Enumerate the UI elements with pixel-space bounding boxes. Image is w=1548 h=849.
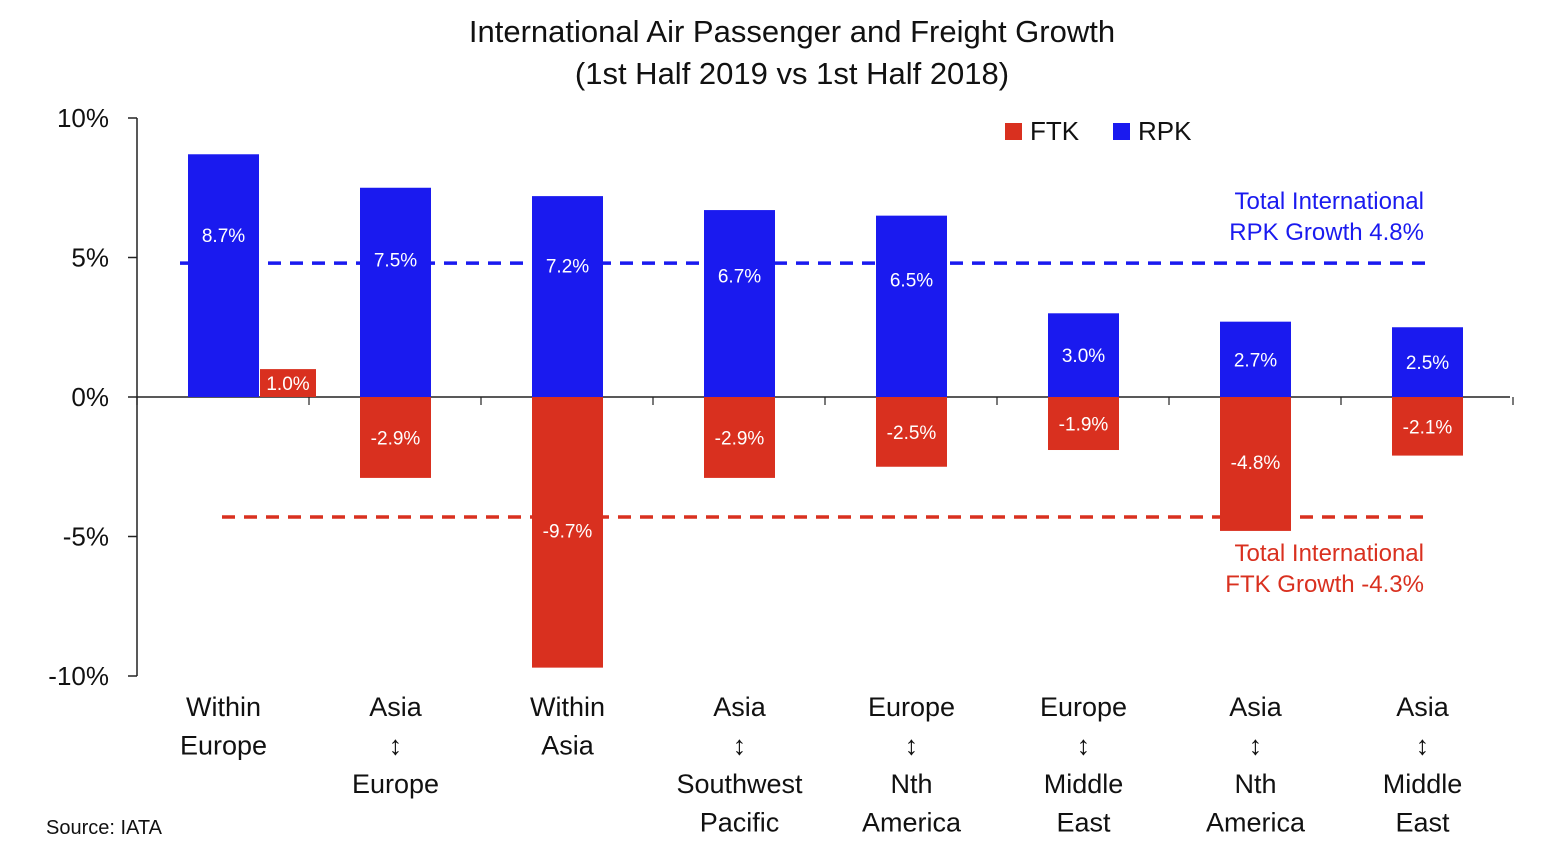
- ftk-bar: [1048, 397, 1119, 451]
- ftk-bar-label: -4.8%: [1231, 453, 1281, 474]
- category-label: America: [1206, 808, 1306, 838]
- legend-label: FTK: [1030, 116, 1080, 146]
- category-label: ↕: [1077, 731, 1091, 761]
- ftk-bar: [260, 369, 316, 397]
- category-label: East: [1395, 808, 1450, 838]
- category-label: Pacific: [700, 808, 780, 838]
- y-tick-label: -10%: [48, 661, 109, 691]
- category-label: Within: [186, 692, 261, 722]
- rpk-bar-label: 6.5%: [890, 270, 933, 291]
- category-label: Asia: [713, 692, 767, 722]
- chart-title-group: International Air Passenger and Freight …: [469, 14, 1115, 91]
- ftk-bar: [876, 397, 947, 467]
- rpk-bar: [360, 187, 431, 397]
- category-label: Middle: [1044, 769, 1124, 799]
- category-label: Within: [530, 692, 605, 722]
- category-label: ↕: [1249, 731, 1263, 761]
- category-label: Europe: [180, 731, 267, 761]
- ftk-bar-label: 1.0%: [266, 374, 309, 395]
- rpk-bar: [876, 215, 947, 397]
- rpk-bar: [1392, 327, 1463, 397]
- legend: FTK RPK: [1005, 116, 1192, 146]
- category-label: Asia: [1229, 692, 1283, 722]
- ftk-bar-label: -1.9%: [1059, 415, 1109, 436]
- category-label: Nth: [1234, 769, 1276, 799]
- source-note: Source: IATA: [46, 817, 163, 839]
- ftk-bar-label: -2.9%: [715, 428, 765, 449]
- reference-line-label: FTK Growth -4.3%: [1225, 571, 1424, 598]
- rpk-bar: [1048, 313, 1119, 397]
- rpk-bar-label: 2.7%: [1234, 350, 1277, 371]
- legend-label: RPK: [1138, 116, 1192, 146]
- reference-line-label: Total International: [1235, 540, 1424, 567]
- legend-swatch: [1113, 123, 1130, 140]
- rpk-bar-label: 6.7%: [718, 266, 761, 287]
- category-label: Asia: [1396, 692, 1450, 722]
- rpk-bar-label: 7.5%: [374, 250, 417, 271]
- ftk-bar-label: -2.5%: [887, 423, 937, 444]
- category-label: Nth: [890, 769, 932, 799]
- ftk-bar-label: -2.1%: [1403, 417, 1453, 438]
- chart-subtitle: (1st Half 2019 vs 1st Half 2018): [575, 56, 1009, 91]
- category-label: ↕: [1416, 731, 1430, 761]
- rpk-bar-label: 3.0%: [1062, 346, 1105, 367]
- category-label: America: [862, 808, 962, 838]
- ftk-bar: [360, 397, 431, 478]
- bars: 8.7% 1.0% 7.5% -2.9% 7.2% -9.7% 6.7% -2.9% 6.5% -…: [188, 154, 1463, 668]
- chart-title: International Air Passenger and Freight …: [469, 14, 1115, 49]
- ftk-bar-label: -2.9%: [371, 428, 421, 449]
- category-label: Europe: [352, 769, 439, 799]
- category-label: Middle: [1383, 769, 1463, 799]
- category-label: ↕: [905, 731, 919, 761]
- reference-line-label: RPK Growth 4.8%: [1229, 219, 1424, 246]
- category-labels: Within Europe Asia ↕ Europe Within Asia Asia ↕ So…: [180, 692, 1462, 838]
- ftk-bar: [1220, 397, 1291, 531]
- rpk-bar-label: 8.7%: [202, 226, 245, 247]
- ftk-bar: [1392, 397, 1463, 456]
- rpk-bar: [188, 154, 259, 397]
- category-label: ↕: [733, 731, 747, 761]
- category-label: Europe: [868, 692, 955, 722]
- ftk-bar: [704, 397, 775, 478]
- rpk-bar-label: 7.2%: [546, 256, 589, 277]
- category-label: Europe: [1040, 692, 1127, 722]
- category-label: East: [1056, 808, 1111, 838]
- reference-line-label: Total International: [1235, 188, 1424, 215]
- category-label: Asia: [541, 731, 595, 761]
- rpk-bar: [1220, 321, 1291, 397]
- y-tick-label: 10%: [57, 103, 109, 133]
- ftk-bar: [532, 397, 603, 668]
- category-label: Southwest: [676, 769, 803, 799]
- ftk-bar-label: -9.7%: [543, 521, 593, 542]
- legend-swatch: [1005, 123, 1022, 140]
- category-label: ↕: [389, 731, 403, 761]
- y-tick-label: 5%: [71, 243, 109, 273]
- rpk-bar: [704, 210, 775, 397]
- y-tick-label: 0%: [71, 382, 109, 412]
- category-label: Asia: [369, 692, 423, 722]
- y-tick-label: -5%: [63, 522, 109, 552]
- rpk-bar-label: 2.5%: [1406, 353, 1449, 374]
- rpk-bar: [532, 196, 603, 397]
